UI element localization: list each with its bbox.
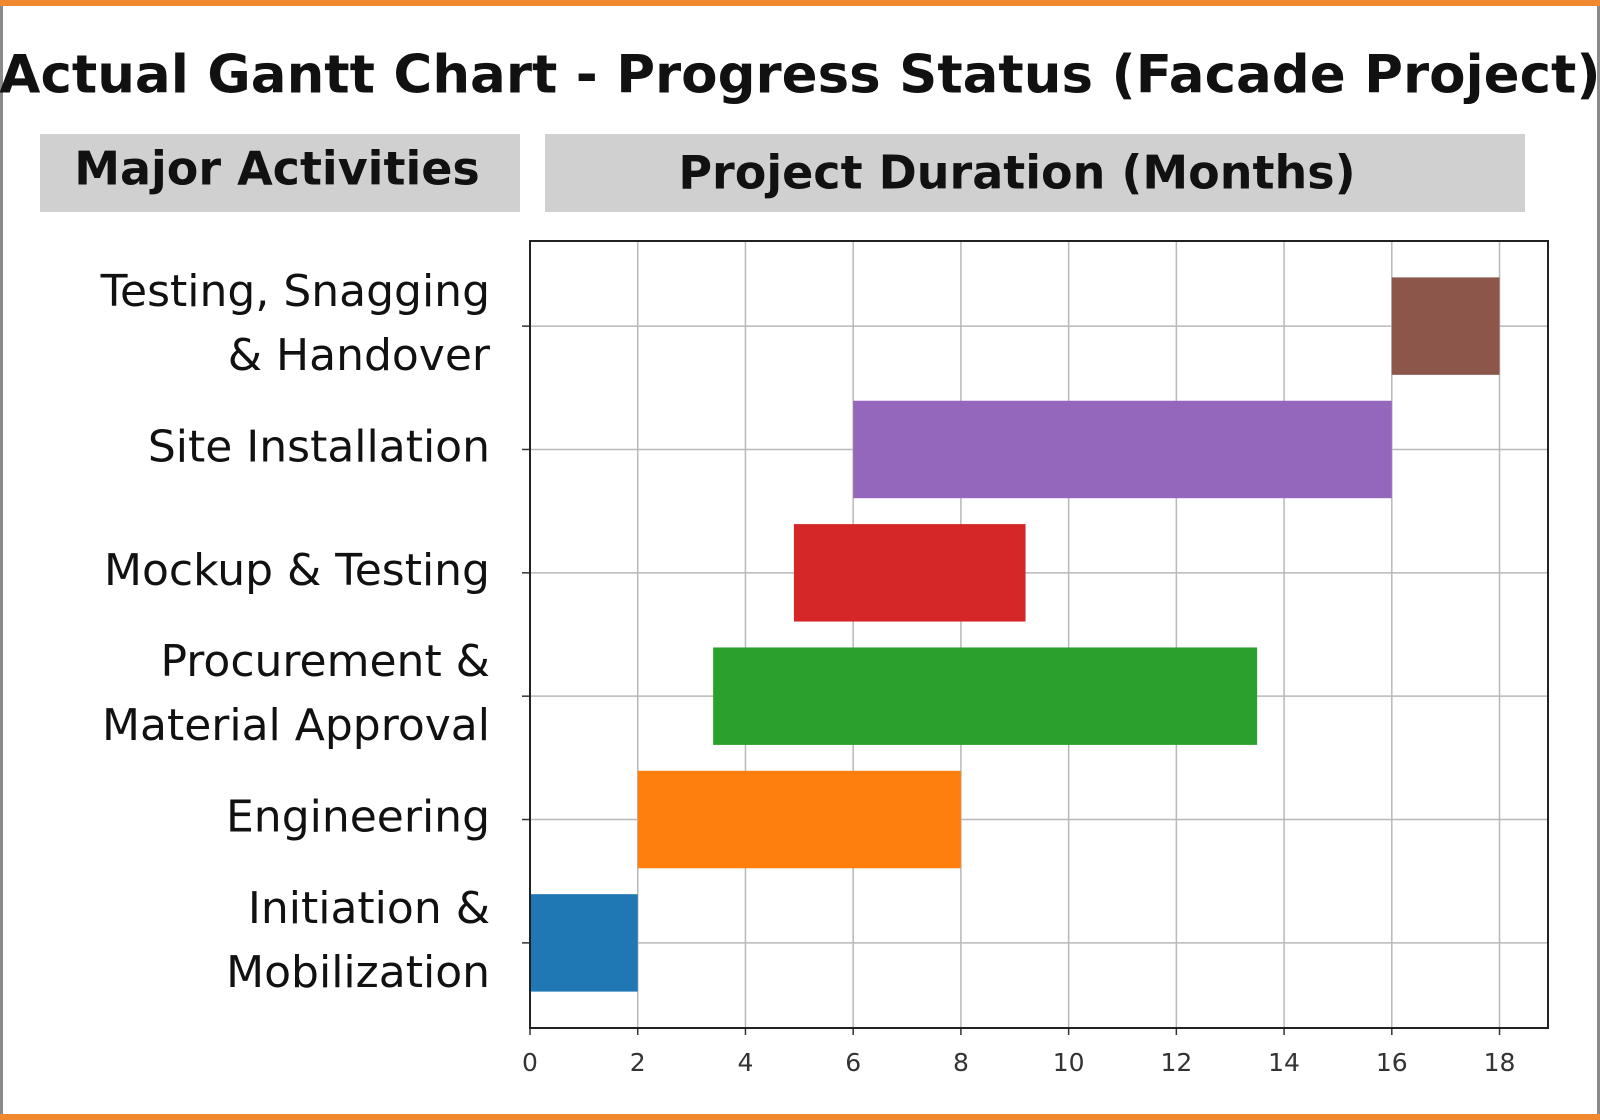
y-tick-label: Initiation & Mobilization — [226, 883, 490, 998]
x-axis-label: Project Duration (Months) — [678, 146, 1355, 200]
x-tick-label: 4 — [737, 1048, 753, 1077]
bottom-border — [0, 1114, 1600, 1120]
y-tick-label: Site Installation — [148, 421, 490, 472]
bar — [637, 770, 961, 869]
x-tick-label: 18 — [1484, 1048, 1516, 1077]
plot-border — [529, 240, 1549, 1029]
x-tick-label: 12 — [1160, 1048, 1192, 1077]
x-tick-label: 10 — [1053, 1048, 1085, 1077]
y-tick-label-line: Testing, Snagging — [100, 266, 490, 317]
bar — [793, 524, 1026, 622]
chart-title: Actual Gantt Chart - Progress Status (Fa… — [0, 45, 1600, 106]
y-tick-label-line: Mobilization — [226, 947, 490, 998]
x-tick-label: 16 — [1376, 1048, 1408, 1077]
y-tick-label-line: Procurement & — [161, 636, 490, 687]
y-tick-label: Testing, Snagging & Handover — [100, 266, 491, 381]
header-box — [40, 134, 520, 212]
y-tick-label: Procurement & Material Approval — [102, 636, 490, 751]
y-tick-label-line: Site Installation — [148, 421, 490, 472]
x-tick-label: 14 — [1268, 1048, 1300, 1077]
y-tick-label-line: Engineering — [226, 792, 490, 843]
y-tick-label-line: & Handover — [228, 330, 491, 381]
header-box — [545, 134, 1525, 212]
y-tick-label-line: Initiation & — [248, 883, 490, 934]
bar — [853, 400, 1392, 499]
y-tick-label: Mockup & Testing — [104, 545, 490, 596]
x-tick-label: 0 — [522, 1048, 538, 1077]
bar — [1391, 277, 1500, 375]
top-border — [0, 0, 1600, 6]
x-tick-label: 6 — [845, 1048, 861, 1077]
bar — [713, 647, 1258, 745]
y-tick-label-line: Material Approval — [102, 700, 490, 751]
y-axis-label: Major Activities — [74, 142, 480, 196]
y-tick-label-line: Mockup & Testing — [104, 545, 490, 596]
y-tick-label: Engineering — [226, 792, 490, 843]
x-tick-label: 8 — [953, 1048, 969, 1077]
bar — [530, 894, 638, 992]
x-tick-label: 2 — [630, 1048, 646, 1077]
